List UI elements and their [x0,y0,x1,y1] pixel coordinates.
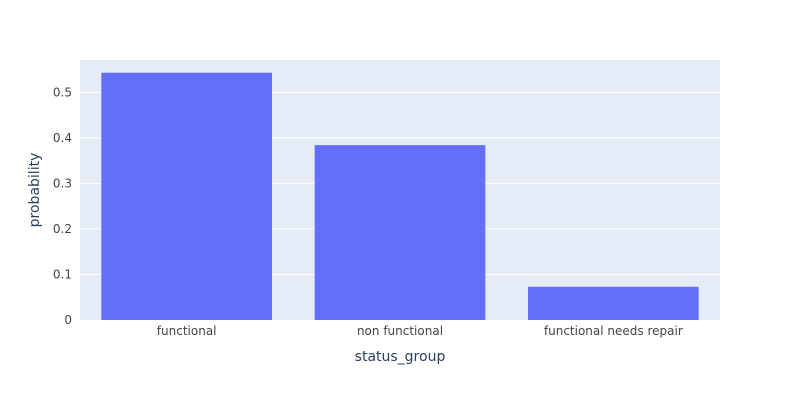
y-tick-label: 0.4 [53,131,72,145]
x-tick-label: non functional [357,324,443,338]
x-axis-label: status_group [355,349,446,365]
x-axis-ticks: functional non functional functional needs… [157,324,683,338]
x-tick-label: functional [157,324,217,338]
y-tick-label: 0.3 [53,176,72,190]
bars [101,72,699,320]
y-tick-label: 0 [64,313,72,327]
y-axis-label: probability [27,153,43,228]
bar [314,145,486,320]
y-tick-label: 0.5 [53,85,72,99]
bar [101,72,272,320]
y-axis-ticks: 0 0.1 0.2 0.3 0.4 0.5 [53,85,72,327]
y-tick-label: 0.2 [53,222,72,236]
bar [528,286,699,320]
y-tick-label: 0.1 [53,267,72,281]
x-tick-label: functional needs repair [544,324,683,338]
